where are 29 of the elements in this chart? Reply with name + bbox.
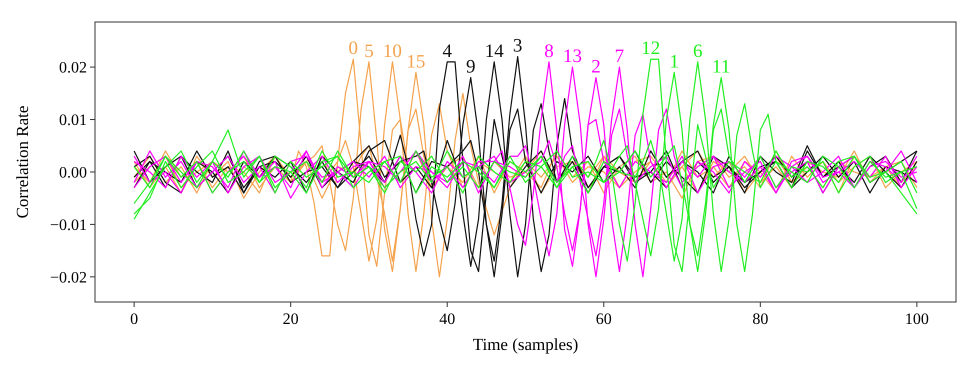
series-label: 14 xyxy=(484,40,504,62)
series-label: 6 xyxy=(692,40,702,62)
series-label: 9 xyxy=(466,56,476,78)
series-label: 10 xyxy=(382,40,402,62)
series-label: 15 xyxy=(406,51,426,72)
series-label: 13 xyxy=(562,46,582,68)
y-tick-label: −0.01 xyxy=(50,216,87,234)
x-tick-label: 60 xyxy=(596,311,612,328)
series-label: 12 xyxy=(641,38,660,60)
x-axis-title: Time (samples) xyxy=(472,335,578,354)
y-tick-label: 0.01 xyxy=(59,112,87,130)
y-axis-title: Correlation Rate xyxy=(13,106,32,218)
x-tick-label: 20 xyxy=(282,311,299,328)
series-label: 0 xyxy=(348,38,358,60)
series-label: 5 xyxy=(364,40,374,62)
x-tick-label: 0 xyxy=(130,311,138,328)
y-tick-label: 0.02 xyxy=(59,60,87,77)
series-label: 7 xyxy=(614,46,624,68)
series-label: 4 xyxy=(442,40,452,62)
y-tick-label: −0.02 xyxy=(50,269,87,286)
series-label: 3 xyxy=(512,36,522,57)
x-tick-label: 100 xyxy=(904,311,929,328)
x-tick-label: 80 xyxy=(752,311,768,328)
series-label: 8 xyxy=(544,40,554,62)
y-tick-label: 0.00 xyxy=(59,164,87,182)
series-label: 11 xyxy=(712,56,730,78)
series-label: 2 xyxy=(591,56,601,78)
x-tick-label: 40 xyxy=(439,311,456,328)
series-label: 1 xyxy=(669,51,679,72)
